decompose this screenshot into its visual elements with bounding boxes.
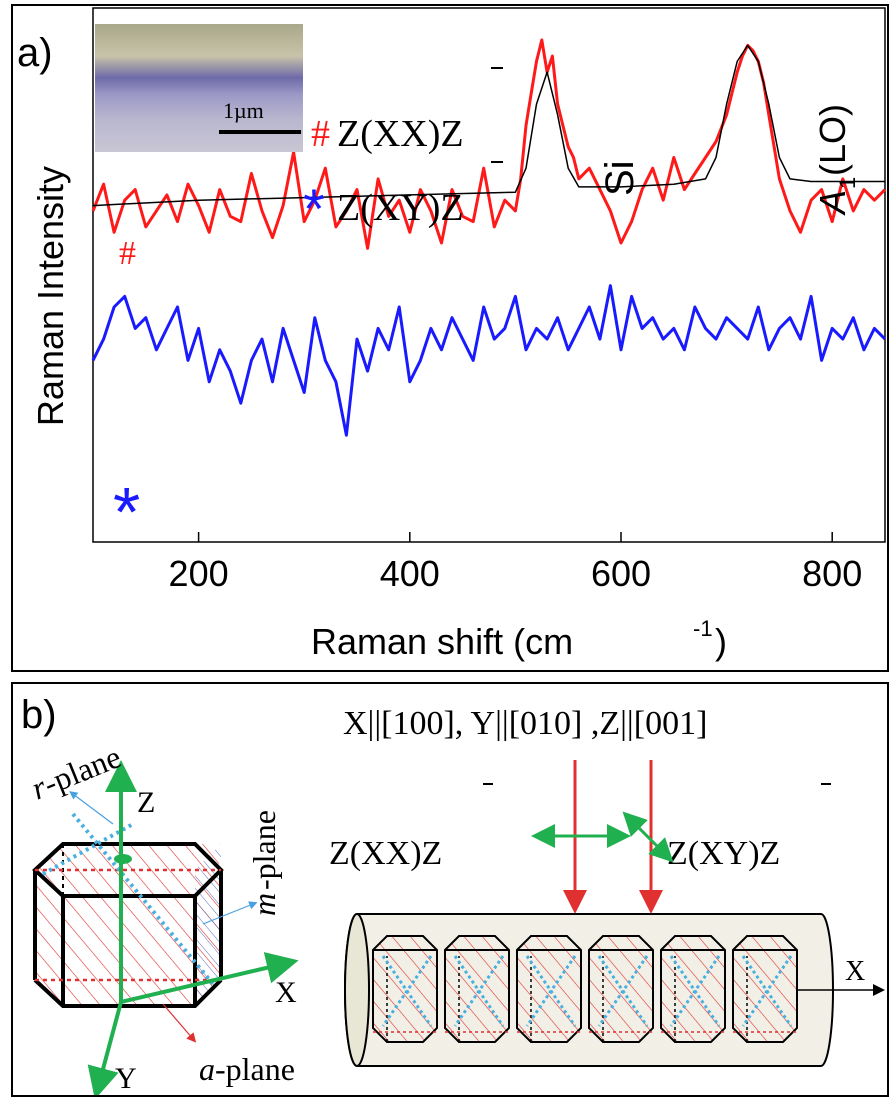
x-axis-label-sup: -1 bbox=[693, 616, 713, 641]
a1lo-peak-label: A 1 (LO) bbox=[812, 104, 860, 216]
y-axis-arrow bbox=[87, 1001, 123, 1095]
x-tick-label: 200 bbox=[169, 553, 229, 594]
y-axis-label: Raman Intensity bbox=[30, 166, 71, 426]
a-plane-italic: a bbox=[199, 1051, 215, 1087]
polarization-xy-label: Z(XY)Z bbox=[667, 835, 780, 872]
r-plane-rest: -plane bbox=[38, 738, 126, 801]
r-plane-normal-arrow bbox=[69, 791, 114, 825]
x-axis-label-main: Raman shift (cm bbox=[311, 621, 573, 662]
rod-axis-label: X bbox=[845, 956, 865, 987]
a-plane-rest: -plane bbox=[215, 1051, 295, 1087]
x-axis-label-b: X bbox=[275, 976, 297, 1009]
si-peak-label: Si bbox=[598, 160, 642, 196]
series-line-2 bbox=[92, 44, 885, 207]
hexagonal-prism bbox=[32, 812, 224, 1008]
panel-a: 200 400 600 800 1µm a) # Z(XX)Z * Z(XY)Z # … bbox=[11, 4, 889, 672]
legend-xy-label: Z(XY)Z bbox=[337, 187, 464, 229]
a-plane-normal-arrow bbox=[162, 1003, 197, 1043]
m-plane-label: m -plane bbox=[246, 810, 282, 916]
raman-chart: 200 400 600 800 1µm a) # Z(XX)Z * Z(XY)Z # … bbox=[17, 7, 887, 662]
hash-marker-legend: # bbox=[311, 113, 330, 155]
a1-subscript: 1 bbox=[835, 177, 860, 189]
legend-xx-label: Z(XX)Z bbox=[337, 113, 464, 155]
star-marker-legend: * bbox=[303, 177, 325, 240]
m-plane-rest: -plane bbox=[246, 810, 282, 890]
polarization-xx-label: Z(XX)Z bbox=[329, 835, 442, 872]
y-axis-label-b: Y bbox=[115, 1062, 137, 1095]
x-tick-label: 400 bbox=[380, 553, 440, 594]
nanorod-cylinder bbox=[344, 913, 834, 1067]
polarization-arrow-xy bbox=[622, 811, 674, 863]
hash-marker-spectrum: # bbox=[119, 235, 136, 272]
star-marker-spectrum: * bbox=[113, 473, 140, 551]
a1-letter: A bbox=[812, 190, 853, 216]
panel-b-label: b) bbox=[21, 693, 57, 737]
series-line-1 bbox=[91, 284, 887, 437]
a1-lo: (LO) bbox=[812, 104, 853, 176]
crystal-diagram: b) Z X Y r - bbox=[21, 693, 885, 1095]
m-plane-normal-arrow bbox=[202, 901, 258, 925]
scale-label: 1µm bbox=[223, 98, 264, 123]
x-axis-label-close: ) bbox=[715, 621, 727, 662]
m-plane-italic: m bbox=[246, 893, 282, 916]
x-tick-label: 800 bbox=[802, 553, 862, 594]
x-axis-arrow bbox=[120, 952, 299, 1004]
plot-area bbox=[92, 7, 886, 543]
x-tick-label: 600 bbox=[591, 553, 651, 594]
panel-b: b) Z X Y r - bbox=[11, 682, 889, 1097]
panel-a-label: a) bbox=[17, 31, 53, 75]
a-plane-label: a -plane bbox=[199, 1051, 295, 1087]
crystal-axes-title: X||[100], Y||[010] ,Z||[001] bbox=[343, 705, 707, 742]
x-axis-label: Raman shift (cm -1 ) bbox=[311, 616, 727, 662]
z-axis-label: Z bbox=[137, 786, 155, 819]
